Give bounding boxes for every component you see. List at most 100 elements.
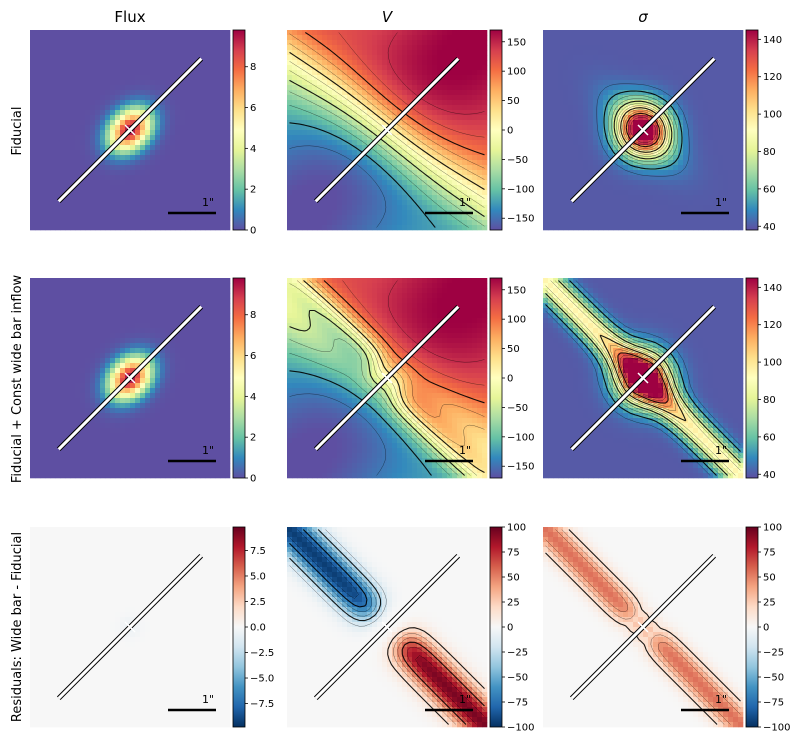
heatmap-cell <box>205 45 211 51</box>
heatmap-cell <box>437 205 443 211</box>
heatmap-cell <box>312 135 318 141</box>
heatmap-cell <box>135 170 141 176</box>
heatmap-cell <box>427 140 433 146</box>
heatmap-cell <box>733 175 739 181</box>
heatmap-cell <box>382 150 388 156</box>
heatmap-cell <box>302 170 308 176</box>
heatmap-cell <box>60 140 66 146</box>
heatmap-cell <box>220 95 226 101</box>
heatmap-cell <box>362 30 368 36</box>
heatmap-cell <box>673 35 679 41</box>
heatmap-cell <box>548 105 554 111</box>
heatmap-cell <box>337 60 343 66</box>
heatmap-cell <box>553 50 559 56</box>
heatmap-cell <box>563 120 569 126</box>
heatmap-cell <box>297 100 303 106</box>
heatmap-cell <box>65 150 71 156</box>
heatmap-cell <box>588 105 594 111</box>
heatmap-cell <box>155 130 161 136</box>
heatmap-cell <box>558 195 564 201</box>
heatmap-cell <box>332 165 338 171</box>
heatmap-cell <box>558 220 564 226</box>
heatmap-cell <box>332 95 338 101</box>
heatmap-cell <box>643 35 649 41</box>
heatmap-cell <box>568 155 574 161</box>
heatmap-cell <box>225 55 231 61</box>
heatmap-cell <box>292 190 298 196</box>
heatmap-cell <box>643 40 649 46</box>
heatmap-cell <box>472 175 478 181</box>
heatmap-cell <box>70 45 76 51</box>
heatmap-cell <box>578 215 584 221</box>
heatmap-cell <box>548 70 554 76</box>
heatmap-cell <box>437 45 443 51</box>
heatmap-cell <box>225 185 231 191</box>
heatmap-cell <box>548 145 554 151</box>
heatmap-cell <box>145 135 151 141</box>
heatmap-cell <box>563 60 569 66</box>
heatmap-cell <box>648 160 654 166</box>
heatmap-cell <box>728 215 734 221</box>
heatmap-cell <box>703 220 709 226</box>
heatmap-cell <box>90 115 96 121</box>
heatmap-cell <box>337 75 343 81</box>
heatmap-cell <box>85 130 91 136</box>
heatmap-cell <box>377 190 383 196</box>
contour-line <box>607 94 679 166</box>
heatmap-cell <box>457 220 463 226</box>
heatmap-cell <box>130 180 136 186</box>
heatmap-cell <box>573 30 579 36</box>
heatmap-cell <box>50 220 56 226</box>
heatmap-cell <box>718 60 724 66</box>
heatmap-cell <box>332 205 338 211</box>
heatmap-cell <box>673 30 679 36</box>
heatmap-cell <box>135 150 141 156</box>
heatmap-cell <box>387 205 393 211</box>
heatmap-cell <box>312 190 318 196</box>
heatmap-cell <box>322 55 328 61</box>
heatmap-cell <box>658 160 664 166</box>
heatmap-cell <box>317 180 323 186</box>
heatmap-cell <box>412 125 418 131</box>
heatmap-cell <box>603 35 609 41</box>
heatmap-cell <box>658 55 664 61</box>
heatmap-cell <box>80 35 86 41</box>
heatmap-cell <box>155 210 161 216</box>
heatmap-cell <box>472 35 478 41</box>
heatmap-cell <box>120 90 126 96</box>
heatmap-cell <box>708 105 714 111</box>
heatmap-cell <box>225 175 231 181</box>
heatmap-cell <box>568 85 574 91</box>
heatmap-cell <box>558 210 564 216</box>
heatmap-cell <box>618 40 624 46</box>
heatmap-cell <box>165 85 171 91</box>
heatmap-cell <box>55 278 61 284</box>
heatmap-cell <box>190 100 196 106</box>
heatmap-cell <box>713 160 719 166</box>
heatmap-cell <box>125 145 131 151</box>
heatmap-cell <box>75 120 81 126</box>
heatmap-cell <box>175 155 181 161</box>
heatmap-cell <box>120 145 126 151</box>
heatmap-cell <box>322 105 328 111</box>
heatmap-cell <box>387 170 393 176</box>
heatmap-cell <box>160 225 166 231</box>
heatmap-cell <box>457 55 463 61</box>
heatmap-cell <box>648 195 654 201</box>
heatmap-cell <box>110 80 116 86</box>
heatmap-cell <box>190 140 196 146</box>
heatmap-cell <box>467 175 473 181</box>
heatmap-cell <box>603 170 609 176</box>
heatmap-cell <box>658 45 664 51</box>
heatmap-cell <box>467 225 473 231</box>
heatmap-cell <box>688 155 694 161</box>
heatmap-cell <box>377 175 383 181</box>
heatmap-cell <box>205 35 211 41</box>
heatmap-cell <box>35 100 41 106</box>
heatmap-cell <box>347 145 353 151</box>
heatmap-cell <box>698 110 704 116</box>
heatmap-cell <box>392 210 398 216</box>
heatmap-cell <box>693 150 699 156</box>
heatmap-cell <box>60 100 66 106</box>
